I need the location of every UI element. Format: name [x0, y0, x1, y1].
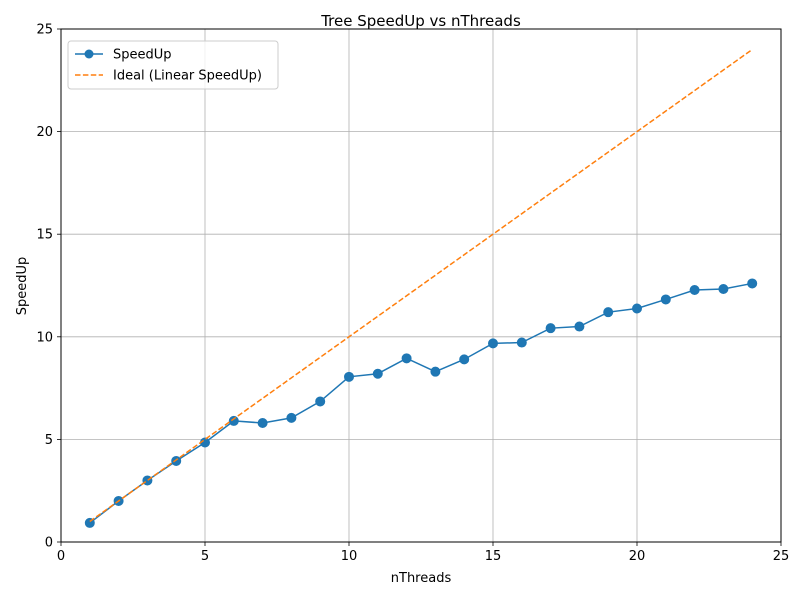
y-tick-label: 5 — [45, 433, 53, 448]
data-point — [430, 366, 441, 377]
y-tick-label: 10 — [36, 330, 53, 345]
series-line-0 — [89, 282, 753, 524]
ticks: 0 5 10 15 20 25 0 5 10 15 20 25 — [36, 23, 789, 565]
y-tick-label: 0 — [45, 536, 53, 551]
data-point — [545, 323, 556, 334]
y-axis-title: SpeedUp — [15, 257, 30, 316]
legend-marker — [84, 49, 94, 59]
grid — [60, 28, 782, 543]
x-tick-label: 5 — [201, 549, 209, 564]
series-line-1 — [89, 48, 753, 523]
data-point — [603, 307, 614, 318]
x-tick-label: 15 — [485, 549, 502, 564]
data-point — [286, 412, 297, 423]
series-layer — [84, 48, 758, 528]
data-point — [315, 396, 326, 407]
data-point — [257, 417, 268, 428]
plot-frame — [60, 28, 782, 543]
y-tick-label: 25 — [36, 23, 53, 38]
data-point — [488, 338, 498, 349]
legend-label-1: Ideal (Linear SpeedUp) — [113, 69, 262, 84]
data-point — [747, 278, 758, 289]
legend: SpeedUp Ideal (Linear SpeedUp) — [67, 40, 279, 90]
data-point — [459, 354, 470, 365]
data-point — [516, 337, 527, 348]
data-point — [372, 368, 383, 379]
data-point — [228, 415, 239, 426]
x-tick-label: 0 — [57, 549, 65, 564]
legend-label-0: SpeedUp — [113, 48, 172, 63]
y-tick-label: 20 — [36, 125, 53, 140]
data-point — [660, 294, 671, 305]
legend-box — [67, 40, 279, 90]
chart-title: Tree SpeedUp vs nThreads — [320, 12, 521, 30]
y-tick-label: 15 — [36, 228, 53, 243]
data-point — [344, 371, 354, 382]
x-tick-label: 20 — [629, 549, 646, 564]
data-point — [632, 303, 642, 314]
data-point — [171, 455, 182, 466]
x-axis-title: nThreads — [391, 571, 452, 586]
data-point — [401, 353, 412, 364]
data-point — [718, 283, 729, 294]
x-tick-label: 25 — [773, 549, 790, 564]
data-point — [689, 285, 700, 296]
data-point — [574, 321, 585, 332]
x-tick-label: 10 — [341, 549, 358, 564]
